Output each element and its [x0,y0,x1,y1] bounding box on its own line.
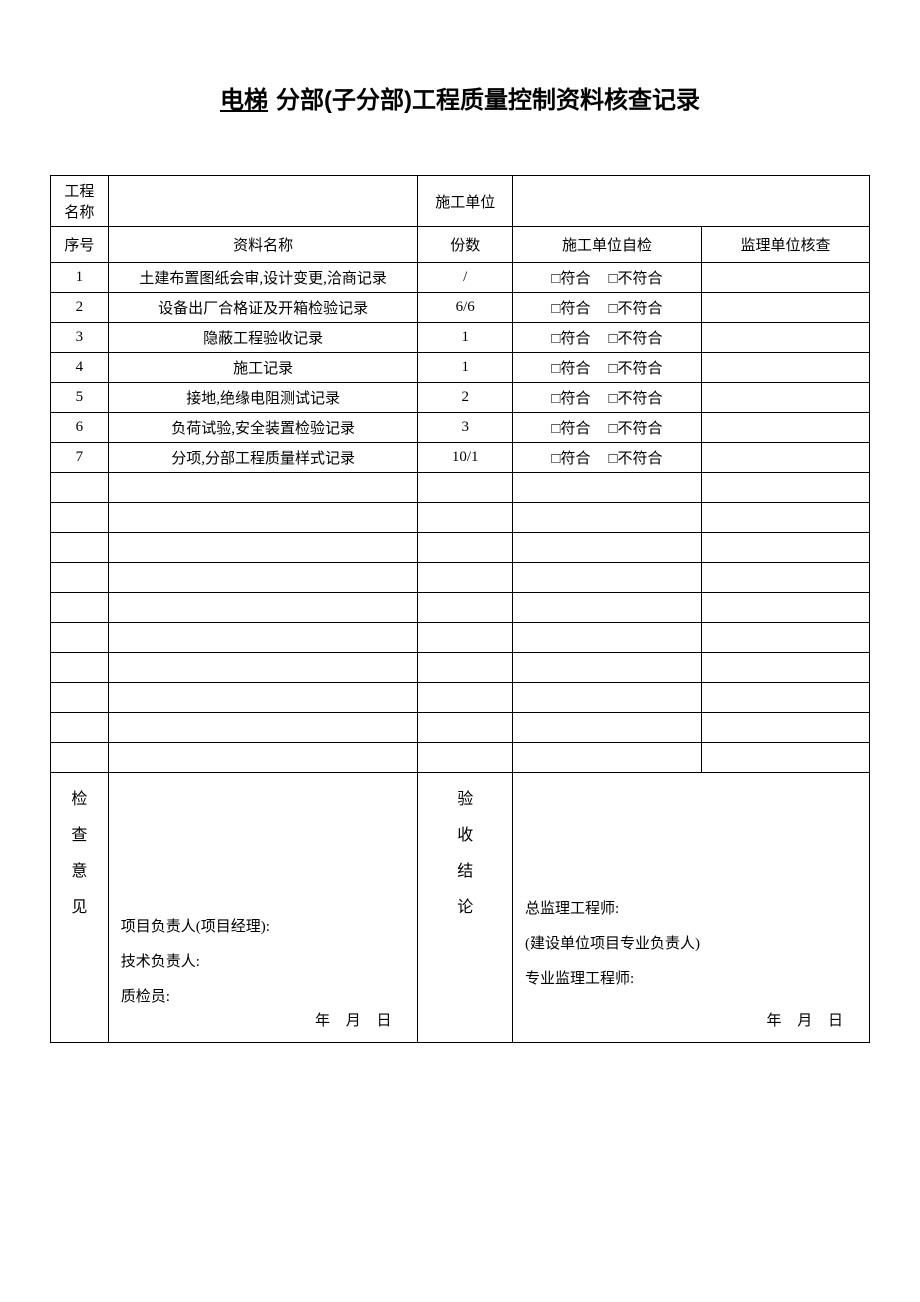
supervision-cell [701,263,869,293]
empty-row [51,713,870,743]
count-cell: 1 [418,353,512,383]
project-name-label: 工程名称 [51,176,109,227]
self-check-cell: □符合□不符合 [512,443,701,473]
empty-row [51,503,870,533]
inspection-table: 工程名称 施工单位 序号 资料名称 份数 施工单位自检 监理单位核查 1土建布置… [50,175,870,1043]
doc-name-cell: 隐蔽工程验收记录 [108,323,418,353]
self-check-cell: □符合□不符合 [512,323,701,353]
table-row: 4施工记录1□符合□不符合 [51,353,870,383]
supervision-header: 监理单位核查 [701,227,869,263]
empty-row [51,473,870,503]
table-row: 5接地,绝缘电阻测试记录2□符合□不符合 [51,383,870,413]
supervision-cell [701,383,869,413]
left-line-2: 技术负责人: [121,950,406,971]
count-cell: 3 [418,413,512,443]
empty-row [51,683,870,713]
doc-name-cell: 土建布置图纸会审,设计变更,洽商记录 [108,263,418,293]
right-line-3: 专业监理工程师: [525,967,857,988]
doc-name-cell: 设备出厂合格证及开箱检验记录 [108,293,418,323]
comments-row: 检 查 意 见 项目负责人(项目经理): 技术负责人: 质检员: 年 月 日 验… [51,773,870,1043]
seq-cell: 3 [51,323,109,353]
supervision-cell [701,443,869,473]
seq-cell: 5 [51,383,109,413]
table-row: 3隐蔽工程验收记录1□符合□不符合 [51,323,870,353]
title-underlined: 电梯 [220,87,268,114]
doc-name-cell: 分项,分部工程质量样式记录 [108,443,418,473]
count-header: 份数 [418,227,512,263]
right-date: 年 月 日 [766,1009,849,1030]
self-check-header: 施工单位自检 [512,227,701,263]
supervision-cell [701,293,869,323]
supervision-cell [701,353,869,383]
empty-row [51,653,870,683]
project-name-value [108,176,418,227]
count-cell: 6/6 [418,293,512,323]
empty-row [51,743,870,773]
count-cell: 1 [418,323,512,353]
doc-name-cell: 负荷试验,安全装置检验记录 [108,413,418,443]
doc-name-header: 资料名称 [108,227,418,263]
column-headers-row: 序号 资料名称 份数 施工单位自检 监理单位核查 [51,227,870,263]
left-line-1: 项目负责人(项目经理): [121,915,406,936]
table-row: 1土建布置图纸会审,设计变更,洽商记录/□符合□不符合 [51,263,870,293]
count-cell: 2 [418,383,512,413]
self-check-cell: □符合□不符合 [512,383,701,413]
doc-name-cell: 接地,绝缘电阻测试记录 [108,383,418,413]
self-check-cell: □符合□不符合 [512,293,701,323]
title-rest: 分部(子分部)工程质量控制资料核查记录 [276,87,700,114]
left-comment-body: 项目负责人(项目经理): 技术负责人: 质检员: 年 月 日 [108,773,418,1043]
empty-row [51,563,870,593]
right-line-2: (建设单位项目专业负责人) [525,932,857,953]
seq-cell: 4 [51,353,109,383]
project-info-row: 工程名称 施工单位 [51,176,870,227]
table-row: 7分项,分部工程质量样式记录10/1□符合□不符合 [51,443,870,473]
page-title: 电梯分部(子分部)工程质量控制资料核查记录 [50,80,870,115]
count-cell: / [418,263,512,293]
self-check-cell: □符合□不符合 [512,263,701,293]
seq-cell: 1 [51,263,109,293]
self-check-cell: □符合□不符合 [512,413,701,443]
empty-row [51,593,870,623]
left-comment-label: 检 查 意 见 [51,773,109,1043]
construction-unit-label: 施工单位 [418,176,512,227]
count-cell: 10/1 [418,443,512,473]
left-line-3: 质检员: [121,985,406,1006]
seq-cell: 7 [51,443,109,473]
supervision-cell [701,323,869,353]
right-comment-body: 总监理工程师: (建设单位项目专业负责人) 专业监理工程师: 年 月 日 [512,773,869,1043]
supervision-cell [701,413,869,443]
right-line-1: 总监理工程师: [525,897,857,918]
seq-cell: 6 [51,413,109,443]
table-row: 2设备出厂合格证及开箱检验记录6/6□符合□不符合 [51,293,870,323]
construction-unit-value [512,176,869,227]
table-row: 6负荷试验,安全装置检验记录3□符合□不符合 [51,413,870,443]
right-comment-label: 验 收 结 论 [418,773,512,1043]
seq-cell: 2 [51,293,109,323]
self-check-cell: □符合□不符合 [512,353,701,383]
empty-row [51,533,870,563]
seq-header: 序号 [51,227,109,263]
empty-row [51,623,870,653]
doc-name-cell: 施工记录 [108,353,418,383]
left-date: 年 月 日 [315,1009,398,1030]
